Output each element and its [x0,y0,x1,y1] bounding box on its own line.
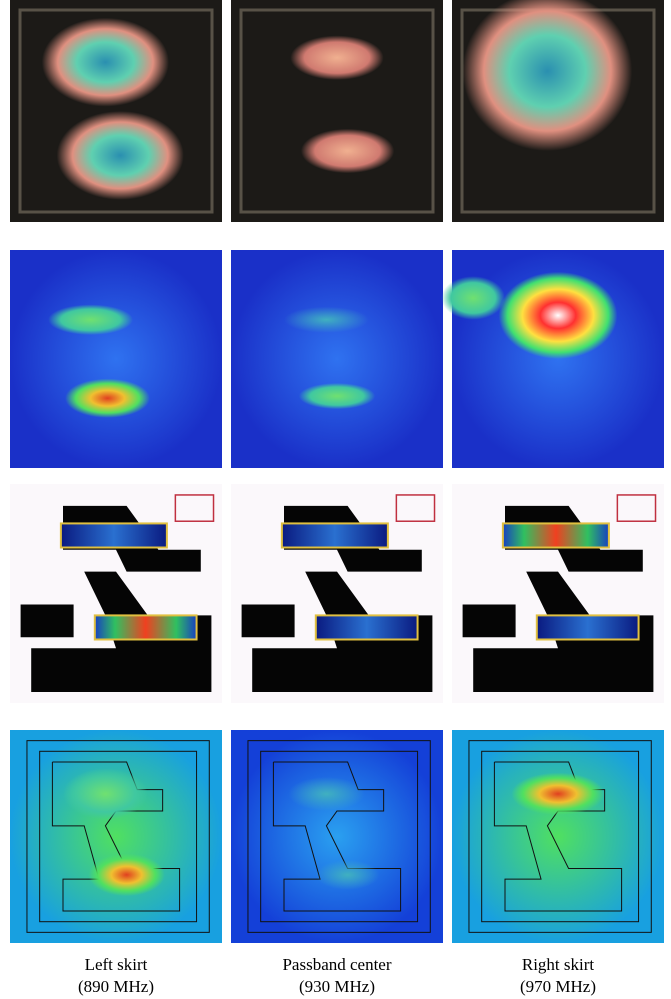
simulation-panel [231,730,443,943]
hotspot [441,276,505,320]
caption-label: Right skirt [522,955,595,974]
photo-panel [10,0,222,222]
circuit-panel [452,484,664,703]
field [288,777,364,811]
field [511,773,604,816]
simulation-panel [452,730,664,943]
thermal-panel [10,250,222,468]
blob [42,18,169,107]
circuit-panel [231,484,443,703]
thermal-panel [231,250,443,468]
thermal-bg [231,250,443,468]
blob [57,111,184,200]
caption-frequency: (970 MHz) [520,977,596,996]
panels [10,0,664,943]
hotspot [499,272,618,359]
thermal-bg [10,250,222,468]
trace [463,604,516,637]
resonator [95,615,197,639]
caption-label: Passband center [282,955,391,974]
resonator [537,615,639,639]
field [63,768,148,819]
photo-panel [452,0,664,222]
hotspot [299,383,375,409]
thermal-panel [441,250,664,468]
blob [301,129,394,173]
trace [21,604,74,637]
field [88,854,164,897]
photo-bg [231,0,443,222]
figure: Left skirt (890 MHz) Passband center (930 M… [0,0,671,999]
field [316,860,380,890]
hotspot [65,379,150,418]
blob [290,36,383,80]
caption-label: Left skirt [85,955,148,974]
trace [242,604,295,637]
simulation-panel [10,730,222,943]
photo-panel [231,0,443,222]
caption-frequency: (930 MHz) [299,977,375,996]
hotspot [48,305,133,336]
resonator [503,523,609,547]
captions: Left skirt (890 MHz) Passband center (930 M… [78,955,596,996]
circuit-panel [10,484,222,703]
caption-frequency: (890 MHz) [78,977,154,996]
hotspot [284,307,369,333]
resonator [316,615,418,639]
resonator [282,523,388,547]
resonator [61,523,167,547]
